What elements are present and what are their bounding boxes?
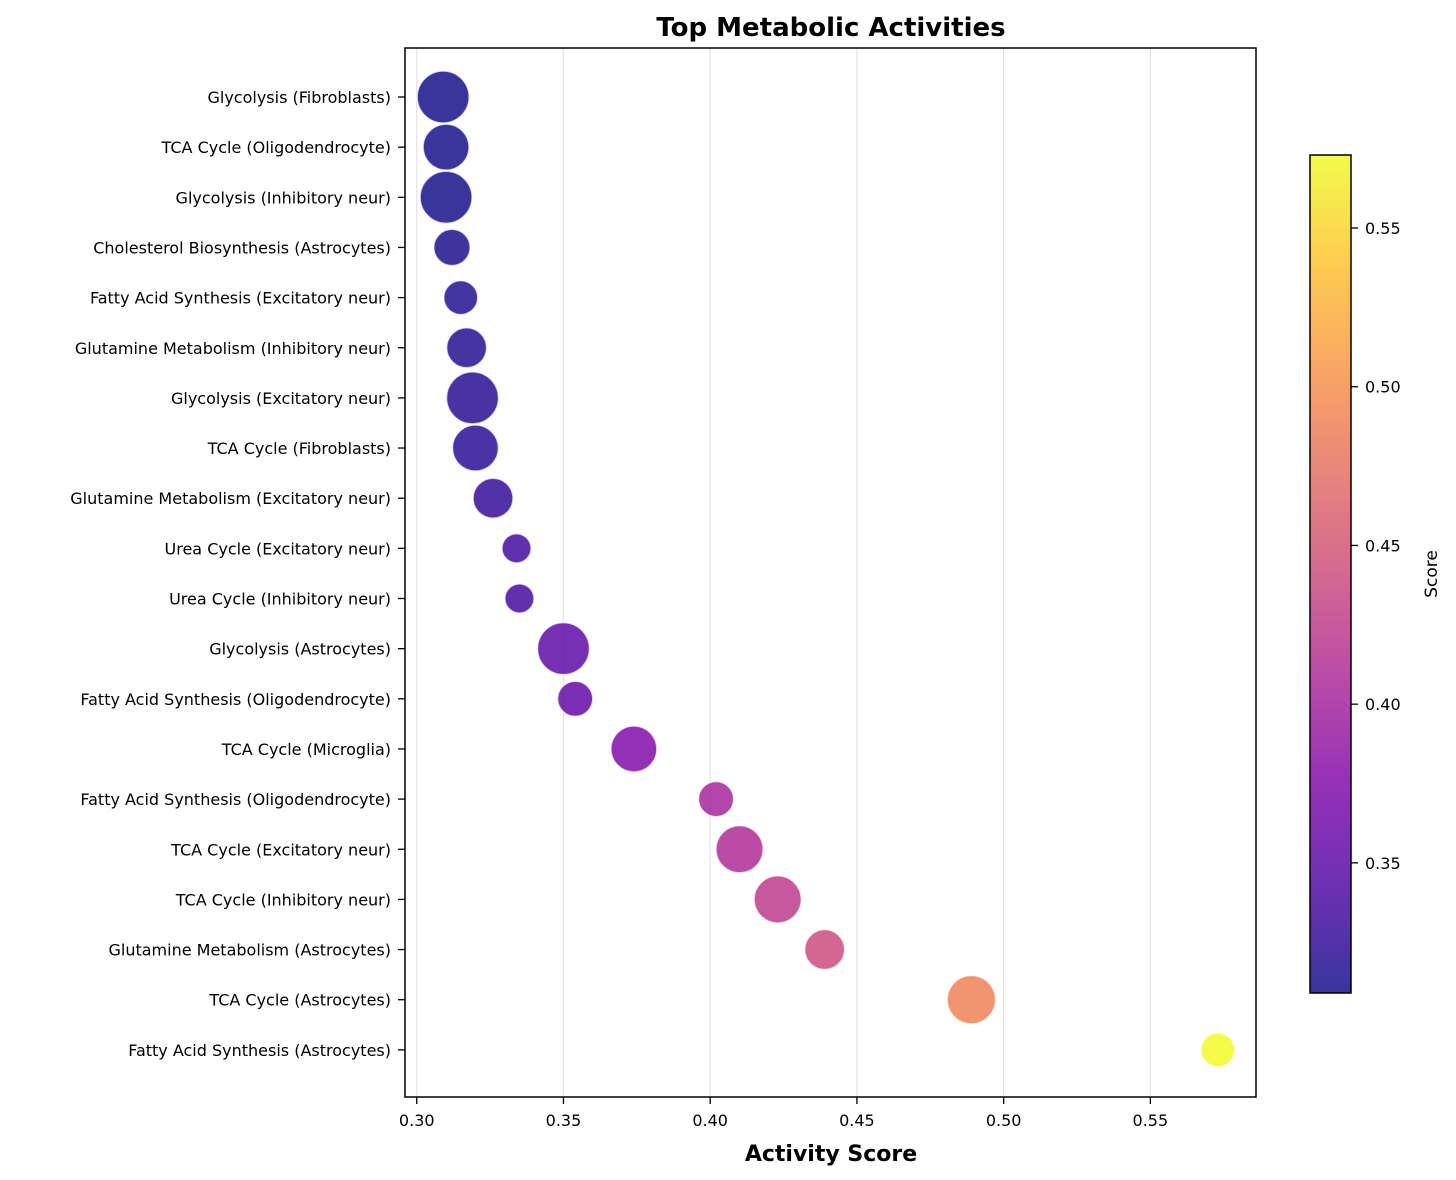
data-point xyxy=(445,371,500,425)
data-point xyxy=(504,583,535,614)
x-tick-label: 0.35 xyxy=(546,1111,582,1130)
colorbar-tick-label: 0.55 xyxy=(1365,219,1401,238)
data-point xyxy=(433,228,471,267)
data-point xyxy=(451,424,500,472)
data-point xyxy=(445,327,488,369)
y-category-label: Glycolysis (Excitatory neur) xyxy=(171,389,391,408)
y-category-label: TCA Cycle (Oligodendrocyte) xyxy=(161,138,391,157)
y-category-label: Glycolysis (Fibroblasts) xyxy=(207,88,391,107)
x-axis-ticks: 0.30 0.35 0.40 0.45 0.50 0.55 xyxy=(399,1097,1168,1130)
colorbar-title: Score xyxy=(1422,550,1442,598)
y-category-label: TCA Cycle (Inhibitory neur) xyxy=(175,890,391,909)
data-point xyxy=(536,621,591,676)
y-category-label: Glutamine Metabolism (Inhibitory neur) xyxy=(75,339,391,358)
y-category-label: Cholesterol Biosynthesis (Astrocytes) xyxy=(93,238,391,257)
data-point xyxy=(610,725,658,773)
colorbar-tick-label: 0.50 xyxy=(1365,378,1401,397)
grid-lines xyxy=(416,48,1152,1097)
colorbar-tick-label: 0.45 xyxy=(1365,536,1401,555)
colorbar xyxy=(1309,154,1352,994)
data-points xyxy=(416,70,1236,1068)
data-point xyxy=(715,824,764,874)
data-point xyxy=(803,928,846,971)
colorbar-tick-label: 0.40 xyxy=(1365,695,1401,714)
y-category-label: Urea Cycle (Inhibitory neur) xyxy=(169,590,391,609)
data-point xyxy=(416,70,470,124)
y-category-label: Fatty Acid Synthesis (Oligodendrocyte) xyxy=(80,690,391,709)
y-category-label: Glutamine Metabolism (Excitatory neur) xyxy=(70,489,391,508)
y-category-label: TCA Cycle (Astrocytes) xyxy=(208,991,391,1010)
data-point xyxy=(697,780,735,818)
y-category-label: TCA Cycle (Fibroblasts) xyxy=(207,439,391,458)
x-tick-label: 0.45 xyxy=(839,1111,875,1130)
data-point xyxy=(946,974,997,1025)
y-category-label: Fatty Acid Synthesis (Excitatory neur) xyxy=(90,289,391,308)
x-tick-label: 0.40 xyxy=(692,1111,728,1130)
x-tick-label: 0.55 xyxy=(1133,1111,1169,1130)
data-point xyxy=(422,123,470,171)
x-tick-label: 0.30 xyxy=(399,1111,435,1130)
data-point xyxy=(1200,1032,1236,1068)
chart-title: Top Metabolic Activities xyxy=(656,13,1005,43)
x-axis-title: Activity Score xyxy=(745,1142,917,1167)
y-category-label: Fatty Acid Synthesis (Astrocytes) xyxy=(128,1041,391,1060)
y-category-label: Fatty Acid Synthesis (Oligodendrocyte) xyxy=(80,790,391,809)
data-point xyxy=(501,533,532,564)
data-point xyxy=(443,279,479,316)
y-category-label: Glutamine Metabolism (Astrocytes) xyxy=(108,941,391,960)
data-point xyxy=(753,875,803,924)
y-category-label: TCA Cycle (Excitatory neur) xyxy=(170,840,391,859)
colorbar-tick-label: 0.35 xyxy=(1365,854,1401,873)
y-axis-categories: Glycolysis (Fibroblasts) TCA Cycle (Oligo… xyxy=(70,88,405,1060)
y-category-label: Urea Cycle (Excitatory neur) xyxy=(165,539,391,558)
colorbar-ticks: 0.35 0.40 0.45 0.50 0.55 xyxy=(1351,219,1401,873)
y-category-label: Glycolysis (Astrocytes) xyxy=(209,640,391,659)
y-category-label: Glycolysis (Inhibitory neur) xyxy=(176,188,391,207)
data-point xyxy=(472,477,514,519)
data-point xyxy=(556,680,594,718)
x-tick-label: 0.50 xyxy=(986,1111,1022,1130)
data-point xyxy=(419,170,473,225)
y-category-label: TCA Cycle (Microglia) xyxy=(221,740,391,759)
plot-frame xyxy=(404,47,1257,1098)
